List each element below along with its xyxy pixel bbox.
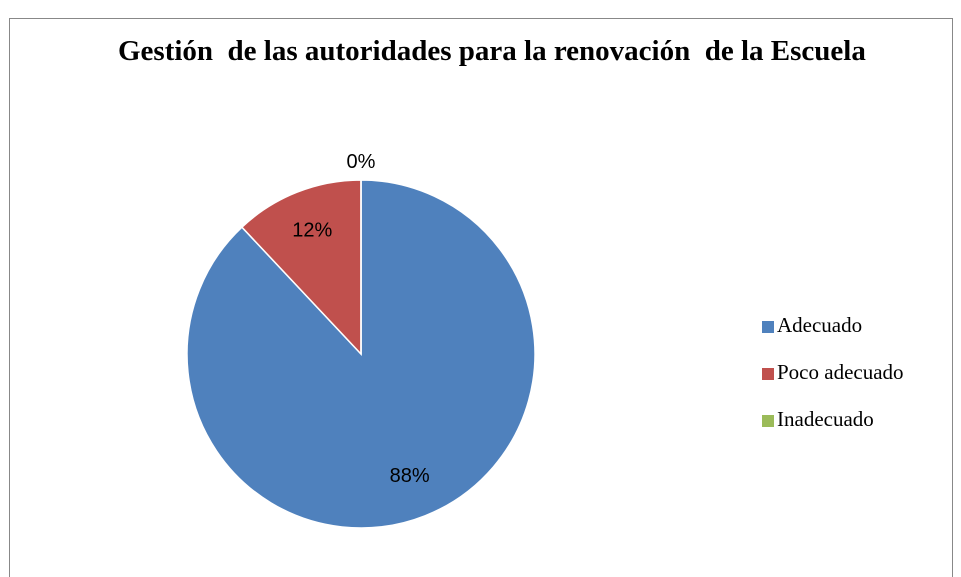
pie-slice [240,179,362,356]
legend-label: Adecuado [777,313,862,337]
legend-swatch [762,321,774,333]
legend-swatch [762,368,774,380]
data-label: 0% [347,151,376,173]
data-label: 88% [390,465,430,487]
chart-title: Gestión de las autoridades para la renov… [118,35,866,67]
legend-swatch [762,415,774,427]
legend-label: Inadecuado [777,407,874,431]
legend-label: Poco adecuado [777,360,904,384]
data-label: 12% [292,219,332,241]
